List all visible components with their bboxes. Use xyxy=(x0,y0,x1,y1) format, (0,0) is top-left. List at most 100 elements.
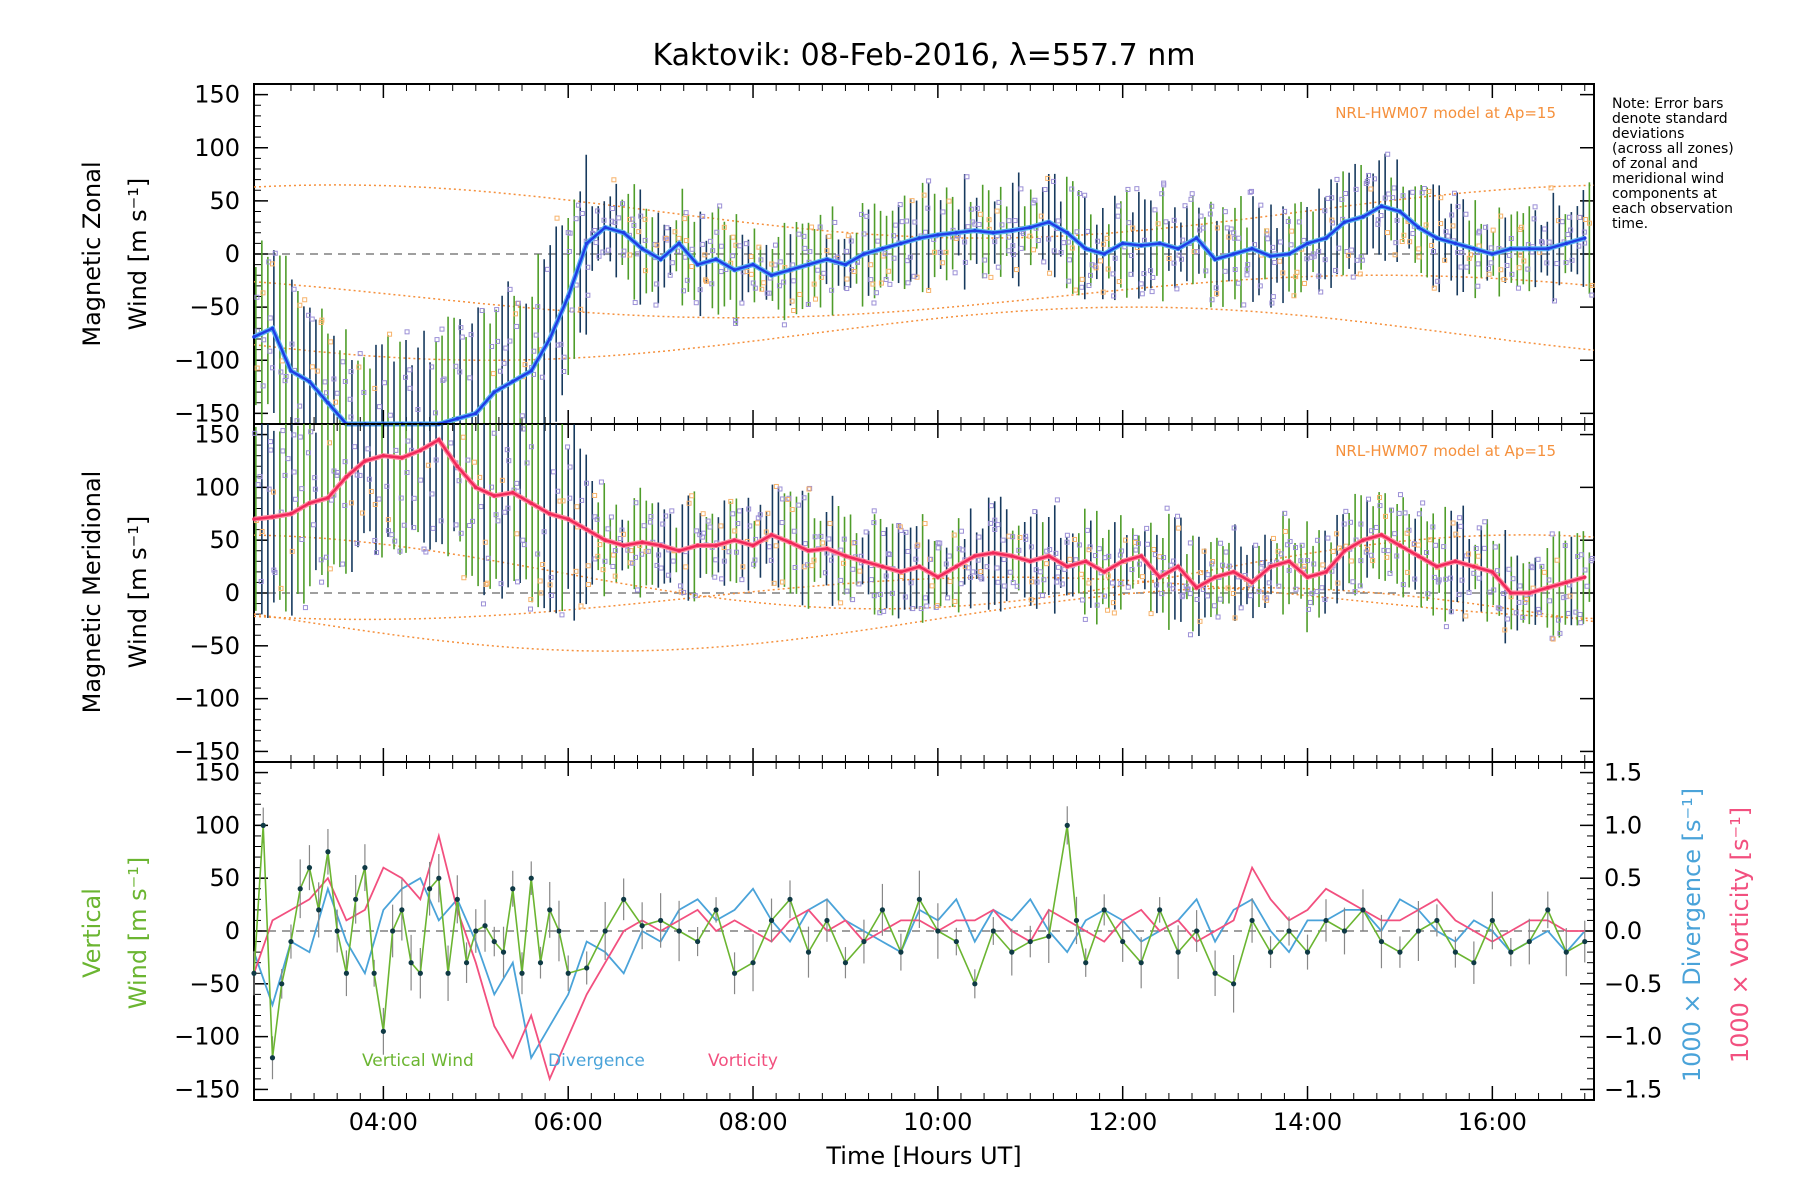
mean-wind-point xyxy=(1472,564,1476,569)
zone-sample xyxy=(495,518,501,524)
zone-sample xyxy=(1589,282,1595,288)
y-tick-label: −150 xyxy=(174,1075,240,1103)
zone-sample xyxy=(1006,248,1012,254)
zone-sample xyxy=(958,528,964,534)
zone-sample xyxy=(594,516,600,522)
zone-sample xyxy=(1176,525,1182,531)
zone-sample xyxy=(891,255,897,261)
zone-sample xyxy=(1319,585,1325,591)
zone-sample xyxy=(610,552,616,558)
vertical-wind-point xyxy=(390,928,396,934)
zone-sample xyxy=(654,562,660,568)
zone-sample xyxy=(801,233,807,239)
zonal-ylabel-line1: Magnetic Zonal xyxy=(78,161,106,346)
zone-sample xyxy=(387,331,393,337)
zone-sample xyxy=(297,403,303,409)
zone-sample xyxy=(1082,616,1088,622)
zone-sample xyxy=(1014,583,1020,589)
zone-sample xyxy=(1010,243,1016,249)
zone-sample xyxy=(789,298,795,304)
zone-sample xyxy=(1178,256,1184,262)
mean-wind-point xyxy=(1120,241,1125,246)
note-line: denote standard xyxy=(1612,111,1728,127)
mean-wind-point xyxy=(1231,252,1236,256)
zone-sample xyxy=(1368,552,1374,558)
zone-sample xyxy=(368,488,374,494)
vertical-wind-point xyxy=(1286,928,1292,934)
zone-sample xyxy=(520,426,526,432)
zone-sample xyxy=(1244,272,1250,278)
y-tick-label: 100 xyxy=(194,134,240,162)
y-tick-label: −50 xyxy=(189,293,240,321)
zone-sample xyxy=(1481,545,1487,551)
zone-sample xyxy=(299,537,305,543)
note-line: (across all zones) xyxy=(1612,141,1734,157)
zone-sample xyxy=(1028,597,1034,603)
zone-sample xyxy=(585,582,591,588)
zone-sample xyxy=(1473,546,1479,552)
zone-sample xyxy=(780,496,786,502)
mean-wind-point xyxy=(1472,246,1476,251)
zone-sample xyxy=(484,580,490,586)
zone-sample xyxy=(1392,252,1398,258)
vertical-wind-point xyxy=(417,970,423,976)
zone-sample xyxy=(1188,196,1194,202)
zone-sample xyxy=(1089,262,1095,268)
zone-sample xyxy=(693,300,699,306)
zone-sample xyxy=(1264,595,1270,601)
zone-sample xyxy=(1412,576,1418,582)
zone-sample xyxy=(348,414,354,420)
mean-wind-point xyxy=(1157,241,1162,246)
zone-sample xyxy=(841,536,847,542)
zone-sample xyxy=(1148,268,1154,274)
zone-sample xyxy=(926,287,932,293)
zone-sample xyxy=(1373,524,1379,530)
vertical-wind-point xyxy=(260,822,266,828)
zone-sample xyxy=(1521,258,1527,264)
zone-sample xyxy=(976,534,982,540)
model-curve xyxy=(253,184,1595,239)
zone-sample xyxy=(806,486,812,492)
vertical-wind-point xyxy=(1415,928,1422,934)
zone-sample xyxy=(560,498,566,504)
zone-sample xyxy=(1110,600,1116,606)
zone-sample xyxy=(968,574,974,580)
zone-sample xyxy=(1253,542,1259,548)
vertical-wind-point xyxy=(1212,970,1218,976)
zone-sample xyxy=(357,351,363,357)
mean-wind-point xyxy=(917,564,922,569)
zone-sample xyxy=(372,537,378,543)
zone-sample xyxy=(401,522,407,528)
zone-sample xyxy=(1407,239,1413,245)
x-tick-label: 04:00 xyxy=(349,1108,418,1136)
zone-sample xyxy=(1492,544,1498,550)
zone-sample xyxy=(480,601,486,607)
zone-sample xyxy=(297,434,303,440)
zone-sample xyxy=(1445,233,1451,239)
zone-sample xyxy=(352,444,358,450)
zone-sample xyxy=(796,231,802,237)
zone-sample xyxy=(1005,234,1011,240)
mean-wind-point xyxy=(1305,575,1310,579)
vertical-wind-point xyxy=(824,917,830,924)
zone-sample xyxy=(885,551,891,557)
zone-sample xyxy=(848,238,854,244)
zone-sample xyxy=(669,508,675,514)
y2-tick-label: 0.0 xyxy=(1604,917,1642,945)
zone-sample xyxy=(322,379,328,385)
zone-sample xyxy=(1055,574,1061,580)
zone-sample xyxy=(1139,291,1145,297)
y-tick-label: 0 xyxy=(225,240,240,268)
zone-sample xyxy=(1021,231,1027,237)
zone-sample xyxy=(764,290,770,296)
zone-sample xyxy=(777,486,783,492)
zone-sample xyxy=(1231,230,1237,236)
zone-sample xyxy=(499,477,505,483)
zone-sample xyxy=(501,360,507,366)
zone-sample xyxy=(365,446,371,452)
zone-sample xyxy=(1476,525,1482,531)
zone-sample xyxy=(1248,593,1254,599)
zone-sample xyxy=(1282,208,1288,214)
zone-sample xyxy=(766,544,772,550)
zone-sample xyxy=(1347,519,1353,525)
